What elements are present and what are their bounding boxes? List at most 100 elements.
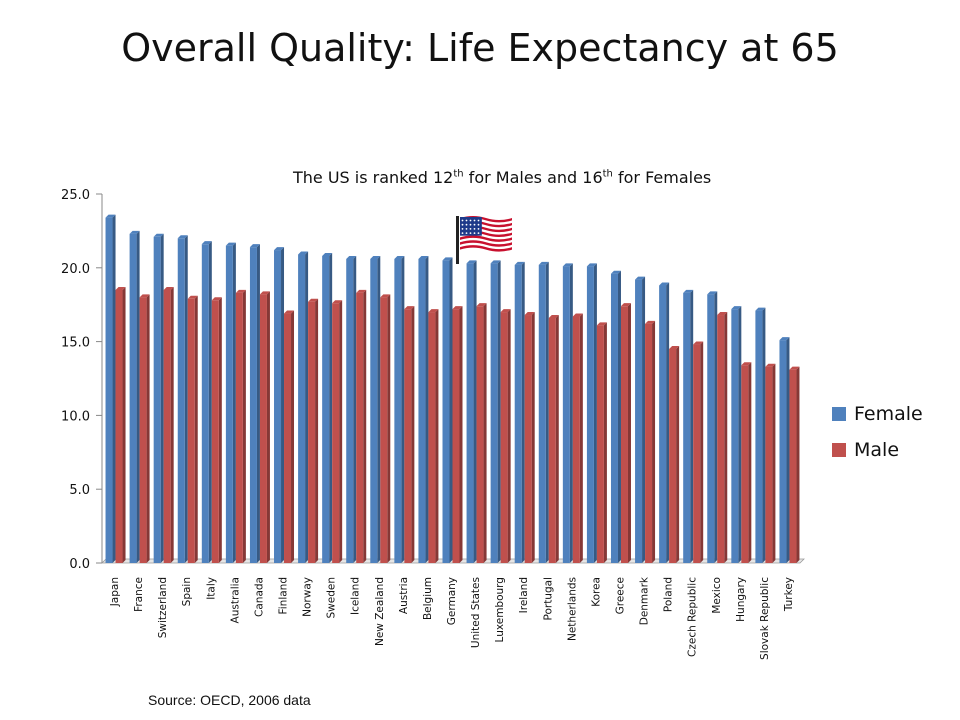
x-tick-label: Turkey (783, 577, 795, 612)
x-tick-label: Luxembourg (494, 577, 506, 642)
annotation-prefix: The US is ranked 12 (293, 168, 454, 187)
x-tick-label: Poland (663, 577, 675, 612)
bar-male (572, 313, 583, 563)
bar-female (322, 252, 333, 563)
x-tick-label: Mexico (711, 577, 723, 614)
x-tick-label: Switzerland (157, 577, 169, 638)
chart-bars (105, 214, 800, 564)
bar-female (755, 307, 766, 563)
bar-female (418, 255, 429, 563)
x-tick-label: Germany (446, 577, 458, 625)
bar-male (308, 298, 319, 563)
x-tick-label: Ireland (518, 577, 530, 613)
bar-male (765, 363, 776, 563)
x-tick-label: Norway (302, 577, 314, 617)
bar-male (476, 303, 487, 563)
x-tick-label: Austria (398, 577, 410, 614)
ranking-annotation: The US is ranked 12th for Males and 16th… (293, 168, 711, 187)
bar-female (538, 261, 549, 563)
us-flag-icon (456, 216, 512, 264)
bar-female (514, 261, 525, 563)
bar-female (466, 260, 477, 563)
x-tick-label: Finland (278, 577, 290, 615)
x-tick-label: New Zealand (374, 577, 386, 646)
legend-label-male: Male (854, 439, 900, 461)
bar-male (187, 295, 198, 563)
bar-male (380, 294, 391, 563)
x-tick-label: Japan (109, 577, 121, 607)
bar-male (428, 309, 439, 563)
bar-female (249, 244, 260, 564)
legend-item-female: Female (832, 396, 923, 432)
annotation-sup-2: th (602, 168, 613, 180)
bar-male (356, 289, 367, 563)
bar-female (201, 241, 212, 563)
bar-female (394, 255, 405, 563)
bar-male (693, 341, 704, 563)
bar-male (332, 300, 343, 563)
bar-male (620, 303, 631, 563)
x-tick-label: Spain (181, 577, 193, 606)
bar-female (105, 214, 116, 563)
y-tick-label: 5.0 (69, 483, 90, 498)
bar-female (610, 270, 621, 563)
x-tick-label: Canada (253, 577, 265, 617)
bar-male (284, 310, 295, 563)
x-tick-label: Italy (205, 577, 217, 600)
bar-male (211, 297, 222, 563)
chart-legend: Female Male (832, 396, 923, 468)
bar-female (129, 230, 140, 564)
legend-item-male: Male (832, 432, 923, 468)
bar-female (346, 255, 357, 563)
slide-title: Overall Quality: Life Expectancy at 65 (121, 26, 839, 70)
bar-male (259, 291, 270, 563)
chart-labels: 0.0 5.0 10.0 15.0 20.0 25.0 Japan France Switzer… (61, 188, 795, 660)
x-tick-label: Netherlands (566, 577, 578, 641)
bar-male (452, 306, 463, 563)
bar-male (115, 286, 126, 563)
bar-female (707, 291, 718, 563)
x-tick-label: Korea (590, 577, 602, 607)
x-tick-label: Australia (229, 577, 241, 623)
bar-male (139, 294, 150, 563)
x-tick-label: Iceland (350, 577, 362, 615)
bar-female (153, 233, 164, 563)
x-tick-label: Hungary (735, 577, 747, 622)
legend-label-female: Female (854, 403, 923, 425)
bar-female (659, 282, 670, 563)
y-tick-label: 25.0 (61, 188, 90, 203)
legend-swatch-female (832, 407, 846, 421)
bar-male (500, 309, 511, 563)
bar-male (548, 314, 559, 563)
source-note: Source: OECD, 2006 data (148, 692, 311, 708)
annotation-mid: for Males and 16 (463, 168, 603, 187)
bar-male (741, 362, 752, 563)
bar-female (177, 235, 188, 563)
x-tick-label: Denmark (639, 576, 651, 625)
bar-male (789, 366, 800, 563)
bar-male (404, 306, 415, 563)
bar-female (779, 337, 790, 563)
annotation-suffix: for Females (612, 168, 712, 187)
bar-female (370, 255, 381, 563)
bar-female (225, 242, 236, 563)
bar-female (635, 276, 646, 563)
bar-male (235, 289, 246, 563)
bar-male (596, 322, 607, 563)
y-tick-label: 0.0 (69, 557, 90, 572)
bar-female (490, 260, 501, 563)
x-tick-label: United States (470, 577, 482, 648)
x-tick-label: Belgium (422, 577, 434, 620)
legend-swatch-male (832, 443, 846, 457)
x-tick-label: Greece (614, 577, 626, 614)
y-tick-label: 10.0 (61, 409, 90, 424)
bar-male (669, 345, 680, 563)
x-tick-label: Sweden (326, 577, 338, 619)
bar-male (524, 312, 535, 563)
y-tick-label: 20.0 (61, 262, 90, 277)
bar-female (586, 263, 597, 563)
bar-female (298, 251, 309, 564)
y-tick-label: 15.0 (61, 336, 90, 351)
x-tick-label: Portugal (542, 577, 554, 621)
